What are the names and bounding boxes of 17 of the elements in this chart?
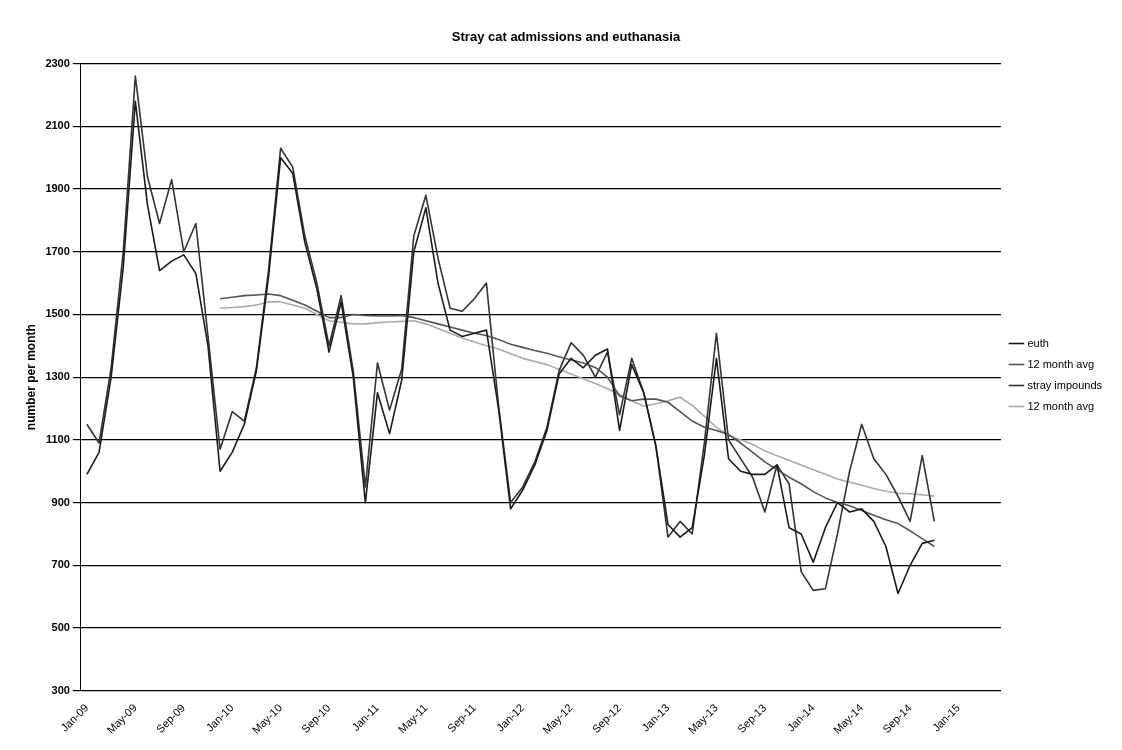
y-tick-label: 700 [51,558,70,571]
y-tick-label: 2100 [45,119,70,132]
y-axis-title: number per month [23,324,38,431]
legend-label: 12 month avg [1027,357,1095,370]
y-tick-label: 900 [51,495,70,508]
y-tick-label: 2300 [45,56,70,69]
legend-label: stray impounds [1027,378,1103,391]
y-tick-label: 300 [51,683,70,696]
y-tick-label: 1700 [45,244,70,257]
chart-title: Stray cat admissions and euthanasia [451,29,681,45]
y-tick-label: 1500 [45,307,70,320]
legend-label: 12 month avg [1027,399,1095,412]
y-tick-label: 500 [51,621,70,634]
y-tick-label: 1900 [45,182,70,195]
legend-label: euth [1027,336,1049,349]
y-tick-label: 1300 [45,370,70,383]
y-tick-label: 1100 [46,432,70,445]
